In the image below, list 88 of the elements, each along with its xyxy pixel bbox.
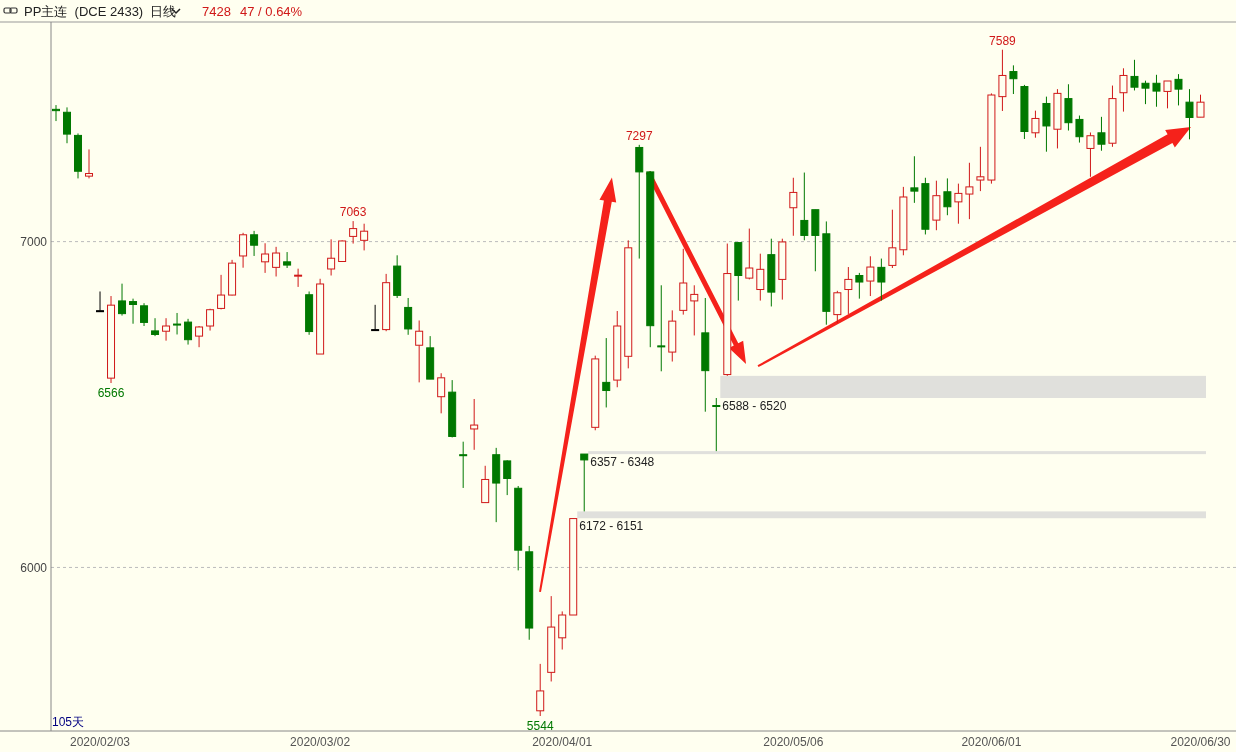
- candlestick: [954, 183, 963, 225]
- candlestick: [338, 239, 347, 263]
- candlestick: [96, 290, 105, 313]
- band-label: 6172 - 6151: [579, 519, 644, 534]
- x-tick-label: 2020/05/06: [763, 735, 824, 749]
- candlestick: [459, 441, 468, 489]
- candlestick: [162, 317, 171, 342]
- candlestick: [976, 146, 985, 192]
- candlestick: [63, 106, 71, 144]
- annotation: 105天: [52, 715, 85, 729]
- candlestick: [998, 49, 1007, 112]
- candlestick: [1174, 73, 1183, 106]
- candlestick: [833, 290, 842, 324]
- candlestick: [910, 155, 919, 204]
- candlestick: [866, 255, 875, 297]
- candlestick: [261, 242, 270, 274]
- candlestick: [943, 177, 952, 216]
- candlestick: [1141, 80, 1150, 105]
- candlestick: [712, 397, 721, 452]
- candlestick: [1152, 74, 1161, 108]
- candlestick: [580, 453, 589, 512]
- candlestick: [195, 325, 204, 348]
- candlestick: [844, 266, 853, 315]
- candlestick: [756, 253, 765, 302]
- candlestick: [481, 465, 490, 504]
- candlestick: [1185, 88, 1194, 140]
- y-tick-label: 6000: [20, 560, 48, 575]
- candlestick: [1196, 94, 1205, 118]
- candlestick: [789, 177, 798, 237]
- y-tick-label: 7000: [20, 234, 48, 249]
- candlestick: [877, 258, 886, 302]
- candlestick: [327, 238, 336, 277]
- candlestick: [360, 223, 369, 251]
- candlestick: [536, 663, 545, 717]
- annotation: 7297: [625, 128, 653, 143]
- x-tick-label: 2020/06/01: [961, 735, 1022, 749]
- candlestick: [349, 220, 358, 245]
- candlestick: [118, 283, 127, 317]
- candlestick: [1163, 80, 1172, 109]
- candlestick: [371, 304, 380, 332]
- chart-title: PP主连 (DCE 2433) 日线: [24, 4, 177, 19]
- candlestick: [745, 228, 754, 280]
- candlestick: [800, 172, 809, 241]
- candlestick: [129, 298, 138, 325]
- candlestick: [1086, 131, 1095, 178]
- candlestick: [415, 319, 424, 383]
- candlestick: [1097, 116, 1106, 152]
- candlestick: [1031, 110, 1040, 139]
- candlestick: [151, 317, 160, 337]
- candlestick: [503, 459, 512, 496]
- candlestick: [470, 398, 479, 451]
- candlestick: [657, 284, 666, 372]
- candlestick: [272, 246, 281, 277]
- candlestick: [1042, 96, 1051, 153]
- candlestick: [217, 274, 226, 310]
- candlestick: [173, 312, 182, 335]
- candlestick: [52, 104, 60, 122]
- annotation: 7589: [989, 33, 1017, 48]
- band-label: 6357 - 6348: [590, 455, 655, 470]
- x-tick-label: 2020/03/02: [290, 735, 351, 749]
- candlestick: [404, 297, 413, 336]
- text: 47 / 0.64%: [240, 4, 303, 19]
- candlestick: [690, 284, 699, 336]
- candlestick: [140, 302, 149, 327]
- candlestick: [85, 148, 94, 179]
- candlestick: [602, 337, 611, 408]
- x-tick-label: 2020/06/30: [1170, 735, 1231, 749]
- annotation: 6566: [97, 386, 125, 401]
- candlestick: [888, 209, 897, 269]
- candlestick: [250, 230, 259, 257]
- candlestick: [1009, 64, 1018, 95]
- candlestick: [558, 610, 567, 651]
- candlestick: [855, 272, 864, 300]
- candlestick: [294, 268, 303, 288]
- annotation: 7063: [339, 205, 367, 220]
- candlestick: [239, 232, 248, 269]
- band-label: 6588 - 6520: [722, 399, 787, 414]
- candlestick: [1119, 67, 1128, 113]
- candlestick: [965, 162, 974, 220]
- candlestick: [184, 318, 193, 346]
- candlestick: [437, 372, 446, 414]
- candlestick: [1075, 115, 1084, 144]
- x-tick-label: 2020/04/01: [532, 735, 593, 749]
- x-tick-label: 2020/02/03: [69, 735, 131, 749]
- text: 7428: [202, 4, 231, 19]
- candlestick: [283, 251, 292, 269]
- annotation: 5544: [526, 719, 554, 734]
- candlestick: [1130, 59, 1139, 91]
